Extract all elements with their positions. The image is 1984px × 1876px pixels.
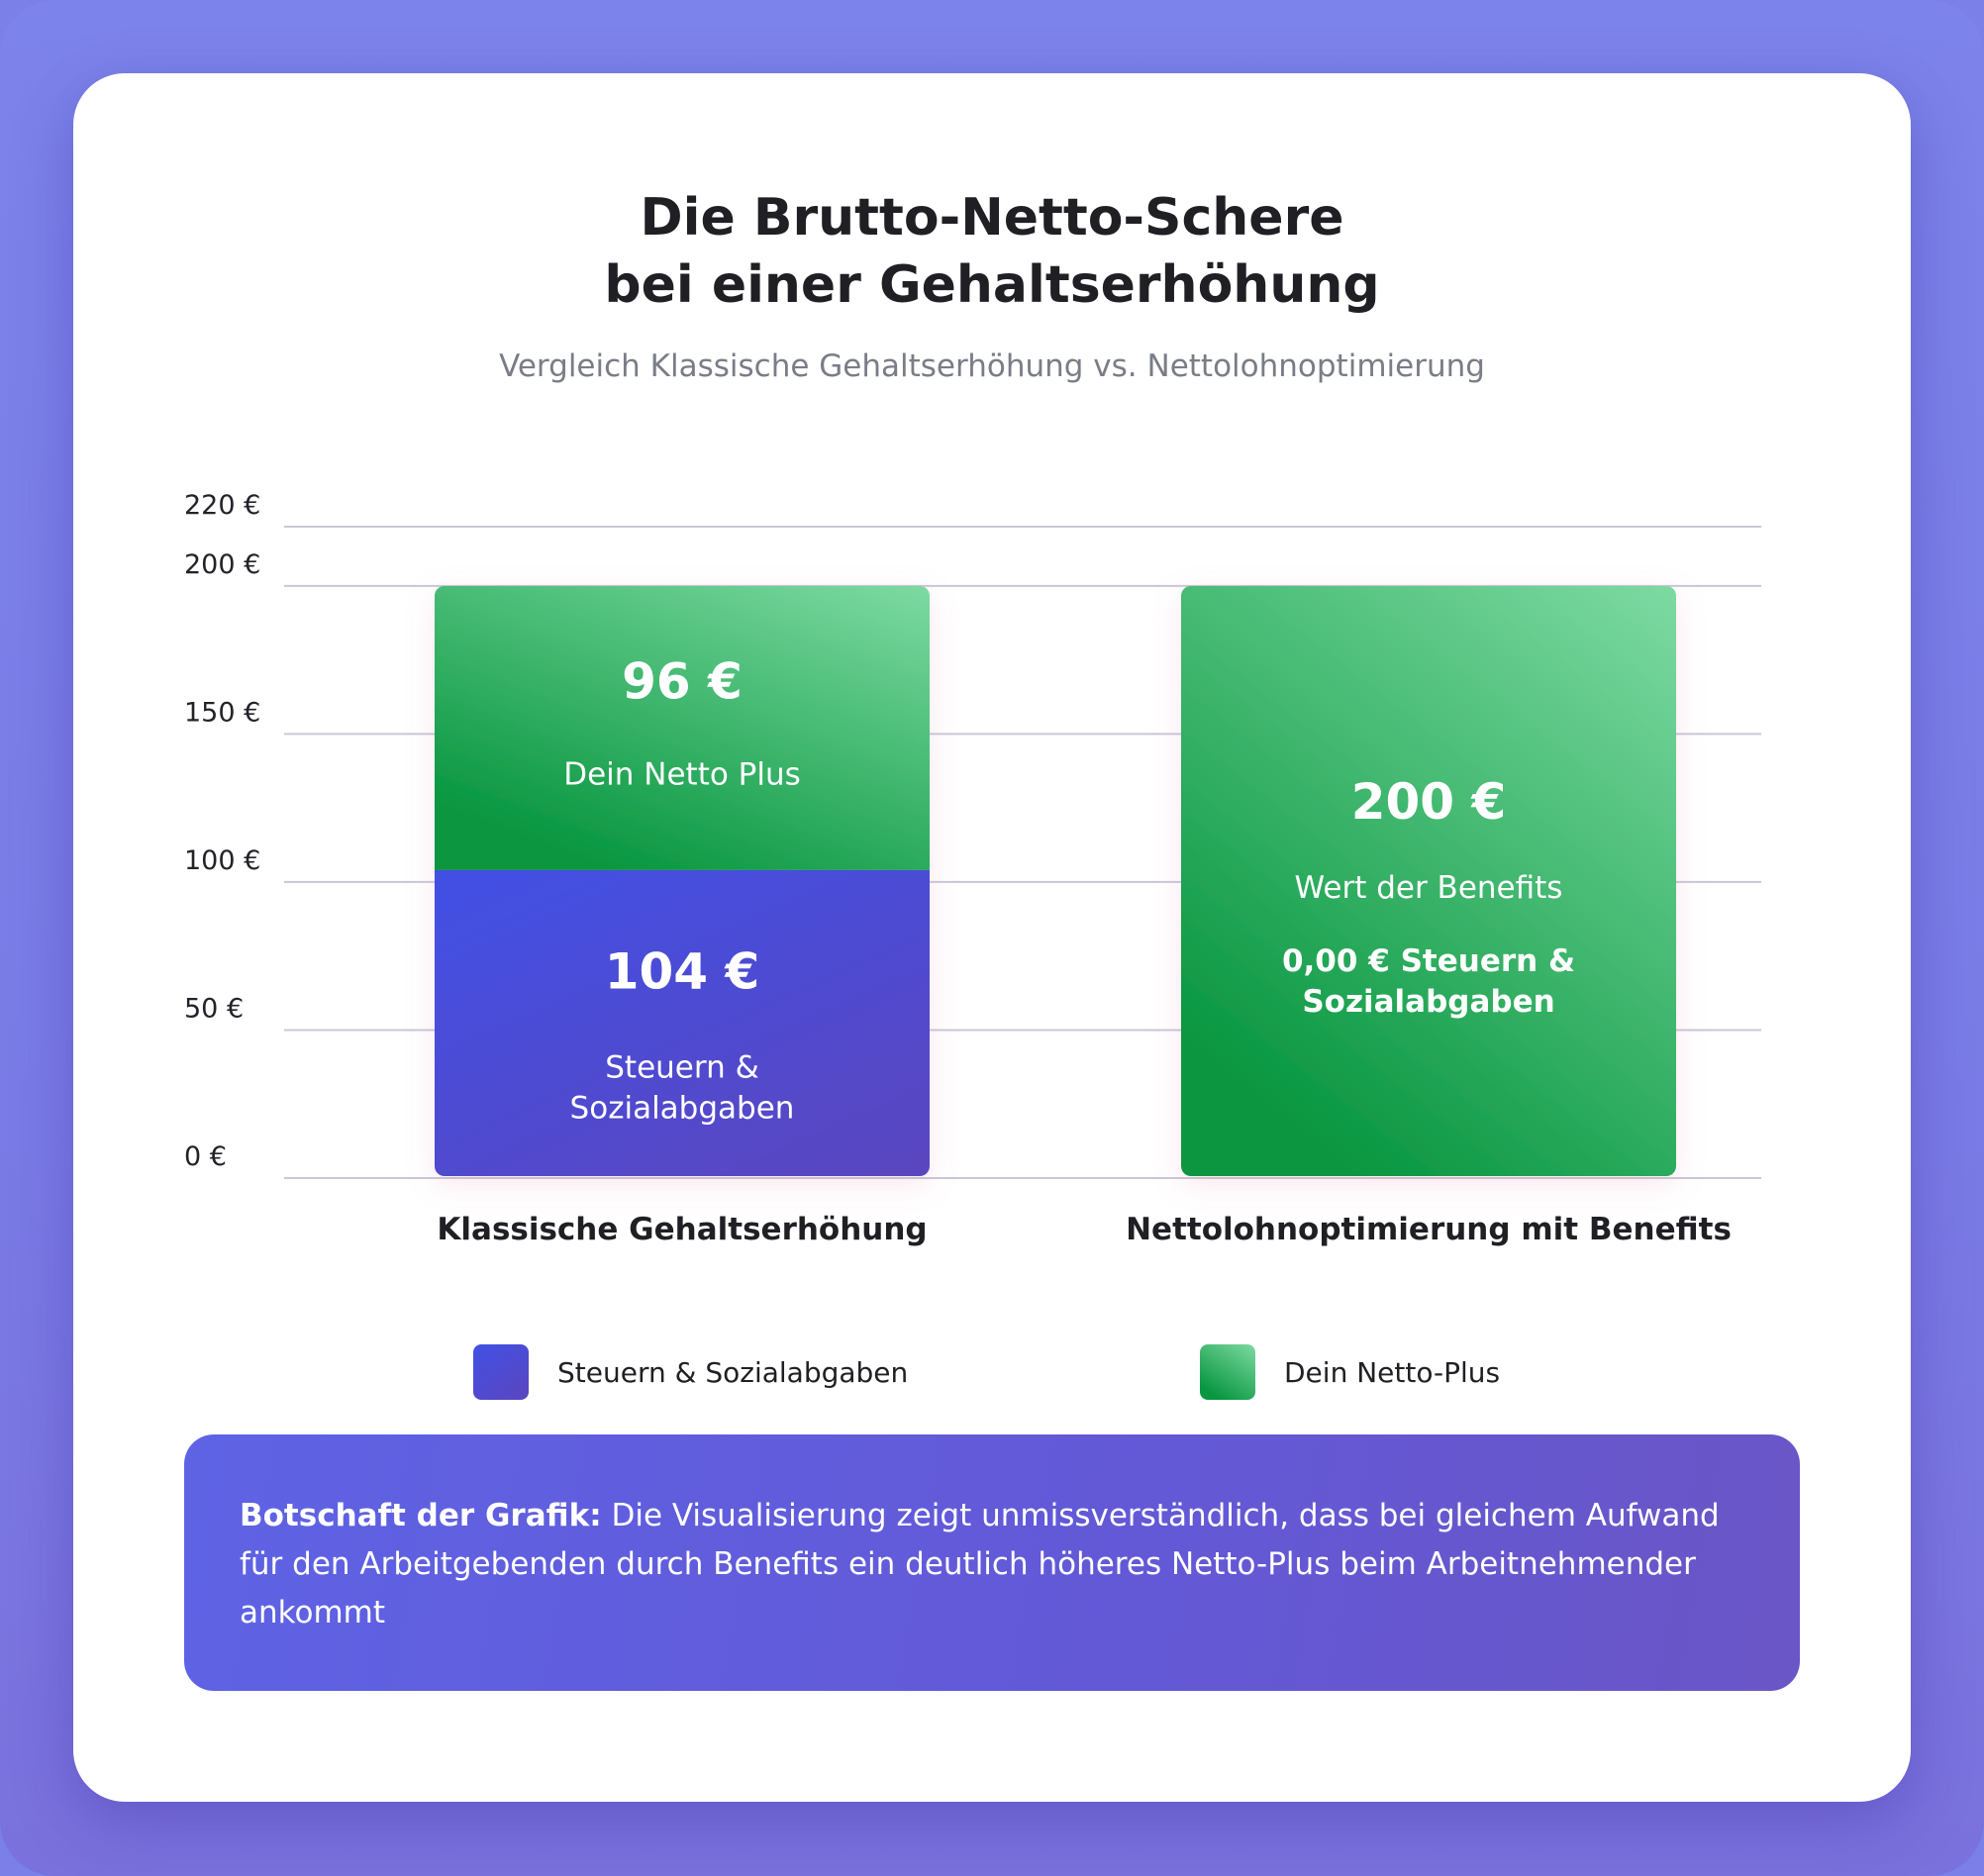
bar-segments	[435, 585, 930, 1176]
legend-steuern-swatch	[473, 1344, 529, 1400]
segment-label-steuern-line-2: Sozialabgaben	[570, 1090, 795, 1126]
bar-segment-steuern	[435, 869, 930, 1176]
segment-label-netto-plus: Dein Netto Plus	[563, 756, 801, 792]
y-tick-label: 200 €	[184, 549, 260, 580]
chart-subtitle: Vergleich Klassische Gehaltserhöhung vs.…	[499, 348, 1485, 384]
bar-note-benefits-line-1: 0,00 € Steuern &	[1282, 943, 1575, 979]
y-tick-label: 100 €	[184, 845, 260, 876]
chart-title: Die Brutto-Netto-Schere bei einer Gehalt…	[0, 184, 1984, 319]
data-label-netto-plus: 96 €	[622, 652, 743, 710]
category-label-2: Nettolohnoptimierung mit Benefits	[1126, 1212, 1732, 1247]
bar-labels: 96 € Dein Netto Plus 104 € Steuern & Soziala…	[563, 652, 1575, 1126]
y-axis-ticks: 0 € 50 € 100 € 150 € 200 € 220 €	[184, 490, 260, 1172]
message-lead: Botschaft der Grafik:	[240, 1498, 602, 1533]
y-tick-label: 220 €	[184, 490, 260, 521]
bar-segment-netto-plus	[435, 585, 930, 870]
bars	[435, 585, 1676, 1176]
bar-segment-netto-plus	[1181, 585, 1676, 1176]
y-tick-label: 50 €	[184, 993, 244, 1024]
legend-netto-plus-swatch	[1200, 1344, 1255, 1400]
bar-group	[435, 585, 930, 1176]
bar-group	[1181, 585, 1676, 1176]
legend-netto-plus-label: Dein Netto-Plus	[1284, 1356, 1500, 1389]
data-label-benefits: 200 €	[1351, 773, 1507, 831]
bar-note-benefits-line-2: Sozialabgaben	[1302, 984, 1554, 1020]
category-label-1: Klassische Gehaltserhöhung	[437, 1212, 927, 1247]
y-tick-label: 0 €	[184, 1141, 227, 1172]
y-tick-label: 150 €	[184, 697, 260, 728]
category-labels: Klassische Gehaltserhöhung Nettolohnoptim…	[437, 1212, 1732, 1247]
message-box: Botschaft der Grafik: Die Visualisierung…	[184, 1434, 1800, 1691]
title-line-1: Die Brutto-Netto-Schere	[640, 188, 1344, 247]
legend: Steuern & Sozialabgaben Dein Netto-Plus	[473, 1344, 1500, 1400]
segment-label-benefits: Wert der Benefits	[1295, 870, 1563, 906]
legend-steuern-label: Steuern & Sozialabgaben	[557, 1356, 908, 1389]
message-text: Die Visualisierung zeigt unmissverständl…	[240, 1498, 1720, 1630]
segment-label-steuern-line-1: Steuern &	[605, 1049, 759, 1085]
data-label-steuern: 104 €	[605, 942, 760, 1000]
title-line-2: bei einer Gehaltserhöhung	[604, 255, 1380, 315]
bar-segments	[1181, 585, 1676, 1176]
